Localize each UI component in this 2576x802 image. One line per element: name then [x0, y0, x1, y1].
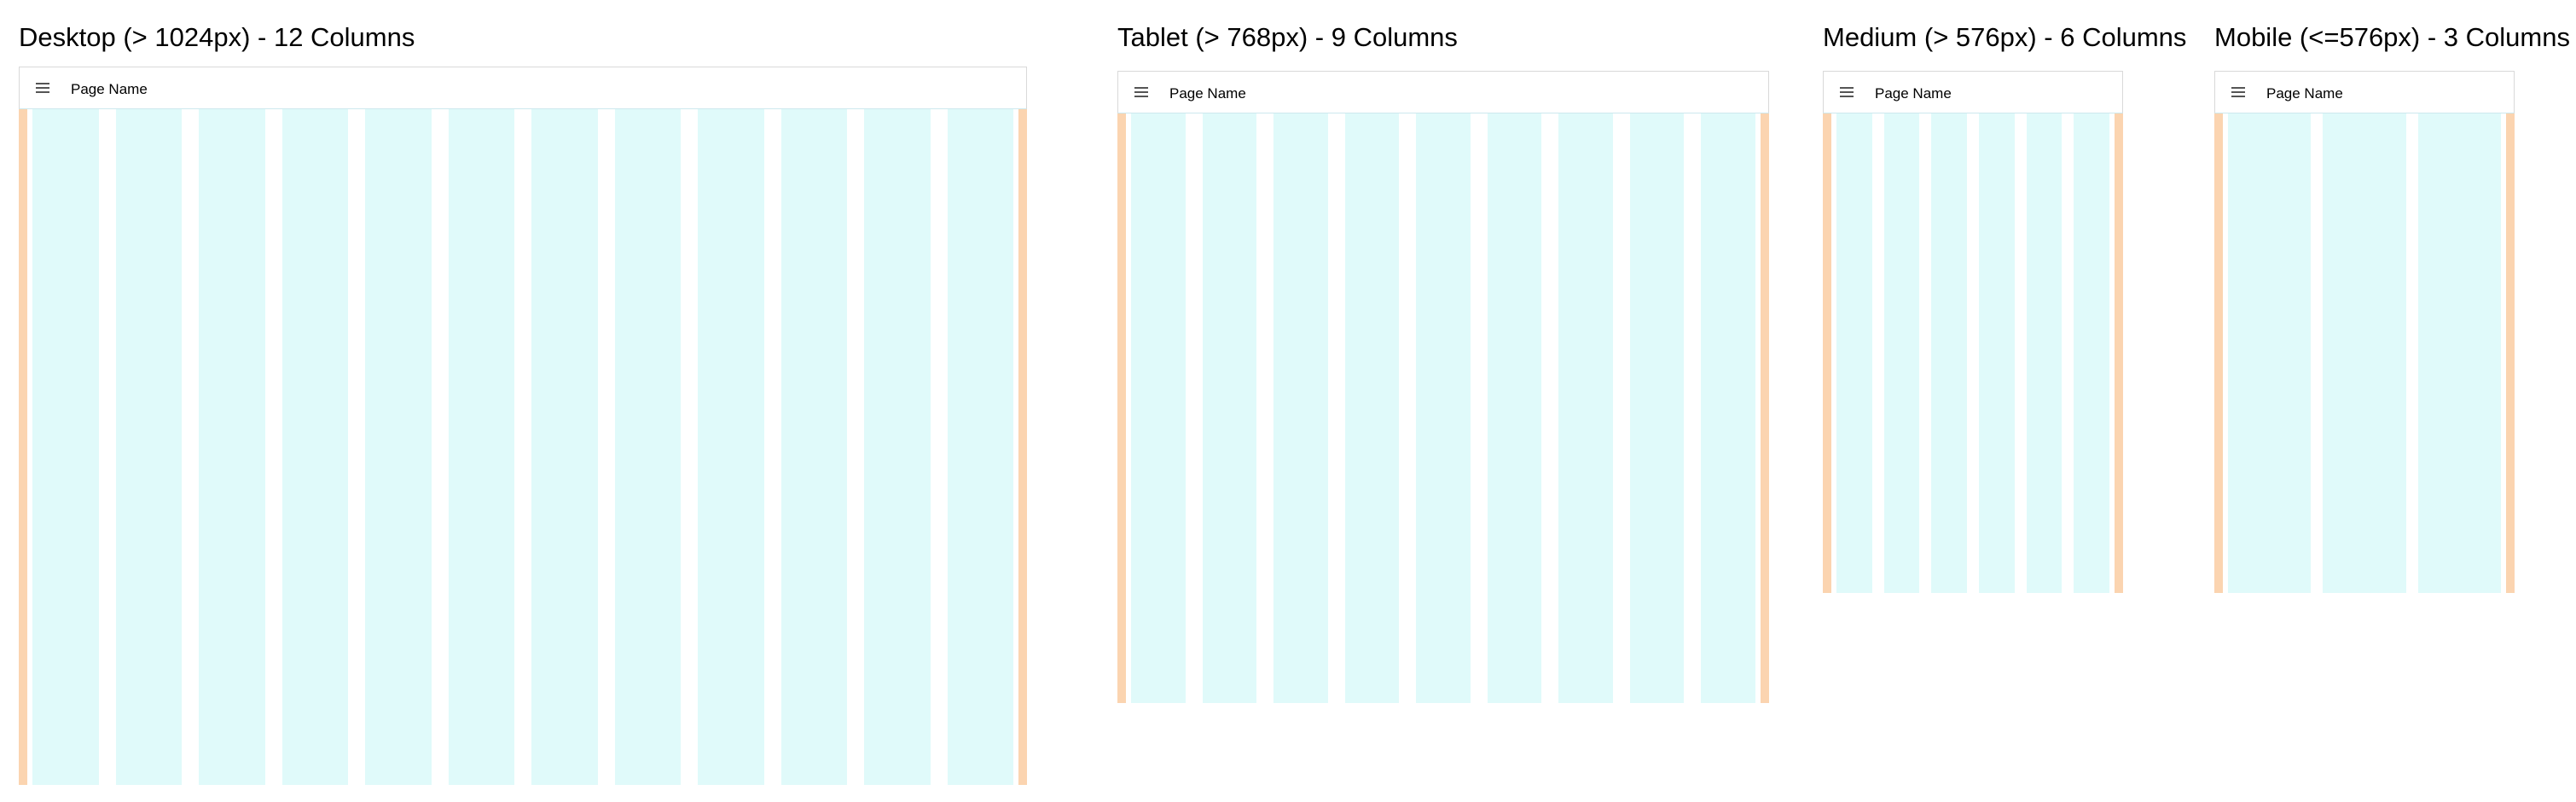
- grid-margin-left: [19, 109, 27, 785]
- grid-margin-right: [1018, 109, 1027, 785]
- grid-column: [1979, 113, 2015, 593]
- grid-column: [199, 109, 265, 785]
- grid-column: [864, 109, 931, 785]
- grid-column: [1883, 113, 1920, 593]
- mobile-panel-title: Mobile (<=576px) - 3 Columns: [2214, 22, 2570, 52]
- grid-column: [1931, 113, 1967, 593]
- grid-margin-left: [2214, 113, 2223, 593]
- grid-column: [2417, 113, 2501, 593]
- desktop-grid: [19, 109, 1027, 785]
- grid-column: [1344, 113, 1400, 703]
- grid-column: [1202, 113, 1257, 703]
- desktop-frame: Page Name: [19, 67, 1027, 785]
- grid-column: [1487, 113, 1542, 703]
- grid-column: [780, 109, 847, 785]
- tablet-page-name: Page Name: [1169, 85, 1246, 102]
- tablet-frame: Page Name: [1117, 71, 1769, 703]
- grid-column: [2323, 113, 2406, 593]
- tablet-panel-title: Tablet (> 768px) - 9 Columns: [1117, 22, 1458, 52]
- desktop-app-bar: Page Name: [19, 67, 1027, 109]
- grid-column: [2228, 113, 2312, 593]
- desktop-page-name: Page Name: [71, 81, 148, 97]
- grid-margin-left: [1117, 113, 1126, 703]
- mobile-page-name: Page Name: [2266, 85, 2343, 102]
- grid-column: [698, 109, 764, 785]
- desktop-panel-title: Desktop (> 1024px) - 12 Columns: [19, 22, 415, 52]
- grid-column: [1629, 113, 1685, 703]
- medium-grid: [1823, 113, 2123, 593]
- tablet-grid: [1117, 113, 1769, 703]
- tablet-app-bar: Page Name: [1117, 71, 1769, 113]
- mobile-grid: [2214, 113, 2515, 593]
- medium-page-name: Page Name: [1875, 85, 1952, 102]
- grid-column: [531, 109, 598, 785]
- grid-column: [1701, 113, 1755, 703]
- mobile-app-bar: Page Name: [2214, 71, 2515, 113]
- medium-panel-title: Medium (> 576px) - 6 Columns: [1823, 22, 2187, 52]
- grid-margin-left: [1823, 113, 1831, 593]
- grid-column: [1273, 113, 1328, 703]
- grid-column: [1416, 113, 1471, 703]
- mobile-frame: Page Name: [2214, 71, 2515, 593]
- hamburger-menu-icon[interactable]: [36, 83, 49, 94]
- medium-frame: Page Name: [1823, 71, 2123, 593]
- grid-column: [1836, 113, 1872, 593]
- grid-column: [115, 109, 182, 785]
- grid-column: [1558, 113, 1613, 703]
- grid-column: [365, 109, 432, 785]
- hamburger-menu-icon[interactable]: [1840, 87, 1854, 98]
- grid-column: [2026, 113, 2063, 593]
- hamburger-menu-icon[interactable]: [2231, 87, 2245, 98]
- grid-column: [614, 109, 681, 785]
- grid-margin-right: [2506, 113, 2515, 593]
- grid-margin-right: [2115, 113, 2123, 593]
- grid-column: [32, 109, 99, 785]
- grid-column: [2074, 113, 2109, 593]
- grid-margin-right: [1761, 113, 1769, 703]
- medium-app-bar: Page Name: [1823, 71, 2123, 113]
- hamburger-menu-icon[interactable]: [1134, 87, 1148, 98]
- grid-column: [947, 109, 1013, 785]
- grid-column: [281, 109, 348, 785]
- grid-column: [448, 109, 514, 785]
- grid-column: [1131, 113, 1186, 703]
